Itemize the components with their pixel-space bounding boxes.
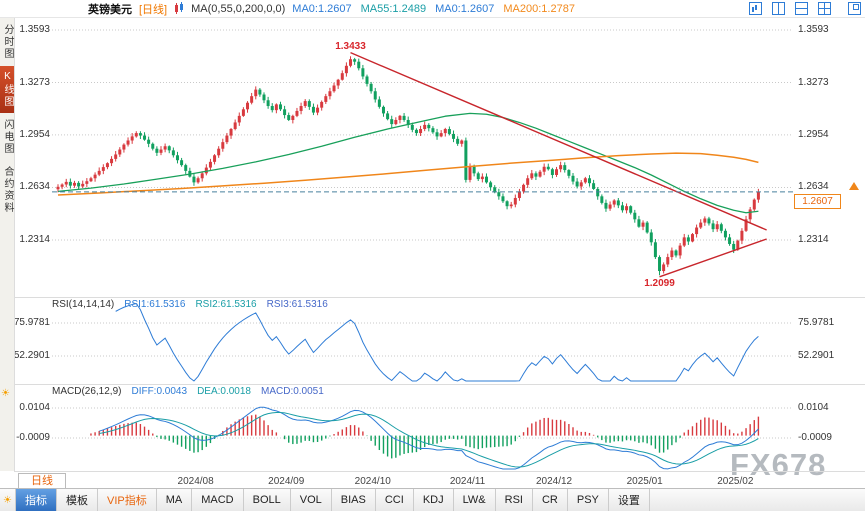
four-chart-layout-icon[interactable] [818, 2, 831, 15]
rsi-header: RSI(14,14,14) RSI1:61.5316 RSI2:61.5316 RS… [52, 299, 328, 310]
ma-values: MA0:1.2607 MA55:1.2489 MA0:1.2607 MA200:1.2… [292, 3, 575, 15]
candlestick-icon [175, 2, 184, 14]
sidebar: 分时图 K线图闪电图合约资料 ☀ [0, 18, 15, 471]
toolbar-item-template[interactable]: 模板 [57, 489, 98, 511]
toolbar-item-cr[interactable]: CR [533, 489, 568, 511]
macd-xaxis-divider [14, 471, 865, 472]
chart-header: 英镑美元 [日线] MA(0,55,0,200,0,0) MA0:1.2607 M… [0, 0, 865, 18]
macd-header: MACD(26,12,9) DIFF:0.0043 DEA:0.0018 MACD:… [52, 386, 324, 397]
sidebar-item-contract-info[interactable]: 合约资料 [2, 166, 13, 214]
toolbar-item-macd[interactable]: MACD [192, 489, 244, 511]
theme-sun-icon[interactable]: ☀ [1, 388, 10, 399]
toolbar-item-indicator[interactable]: 指标 [16, 489, 57, 511]
toolbar-item-lwr[interactable]: LW& [454, 489, 496, 511]
rsi-value: RSI1:61.5316 [124, 299, 186, 310]
ma-settings-label[interactable]: MA(0,55,0,200,0,0) [191, 2, 286, 15]
rsi-values: RSI1:61.5316 RSI2:61.5316 RSI3:61.5316 [124, 299, 328, 310]
rsi-macd-divider [14, 384, 865, 385]
toolbar-item-kdj[interactable]: KDJ [414, 489, 454, 511]
sidebar-item-kline-chart[interactable]: K线图 [0, 66, 14, 113]
three-chart-layout-icon[interactable] [795, 2, 808, 15]
sidebar-item-timeline-chart[interactable]: 分时图 [2, 24, 13, 60]
toolbar-item-settings[interactable]: 设置 [609, 489, 650, 511]
rsi-title[interactable]: RSI(14,14,14) [52, 299, 115, 310]
single-chart-layout-icon[interactable] [749, 2, 762, 15]
fullscreen-icon[interactable] [848, 2, 861, 15]
toolbar-item-vol[interactable]: VOL [291, 489, 332, 511]
price-rsi-divider [14, 297, 865, 298]
two-chart-layout-icon[interactable] [772, 2, 785, 15]
toolbar-item-rsi[interactable]: RSI [496, 489, 533, 511]
toolbar-item-psy[interactable]: PSY [568, 489, 609, 511]
macd-title[interactable]: MACD(26,12,9) [52, 386, 122, 397]
ma-value: MA0:1.2607 [292, 2, 352, 15]
macd-value: DEA:0.0018 [197, 386, 251, 397]
ma-value: MA55:1.2489 [360, 2, 427, 15]
ma-value: MA200:1.2787 [503, 2, 575, 15]
rsi-value: RSI2:61.5316 [195, 299, 257, 310]
toolbar-item-bias[interactable]: BIAS [332, 489, 376, 511]
toolbar-item-vip-indicator[interactable]: VIP指标 [98, 489, 157, 511]
ma-value: MA0:1.2607 [435, 2, 495, 15]
macd-value: MACD:0.0051 [261, 386, 324, 397]
toolbar-item-cci[interactable]: CCI [376, 489, 414, 511]
macd-value: DIFF:0.0043 [131, 386, 188, 397]
toolbar-item-boll[interactable]: BOLL [244, 489, 291, 511]
toolbar-item-ma[interactable]: MA [157, 489, 193, 511]
symbol-name: 英镑美元 [88, 3, 132, 16]
bottom-toolbar: ☀ 指标 模板 VIP指标 MA MACD BOLL VOL BIAS CCI KDJ LW& RSI… [0, 488, 865, 511]
macd-values: DIFF:0.0043 DEA:0.0018 MACD:0.0051 [131, 386, 323, 397]
rsi-value: RSI3:61.5316 [266, 299, 328, 310]
period-tag: [日线] [139, 3, 168, 16]
sidebar-items: 分时图 K线图闪电图合约资料 [0, 19, 14, 219]
sun-icon[interactable]: ☀ [0, 489, 16, 511]
watermark: FX678 [730, 447, 827, 482]
sidebar-item-flash-chart[interactable]: 闪电图 [2, 119, 13, 155]
